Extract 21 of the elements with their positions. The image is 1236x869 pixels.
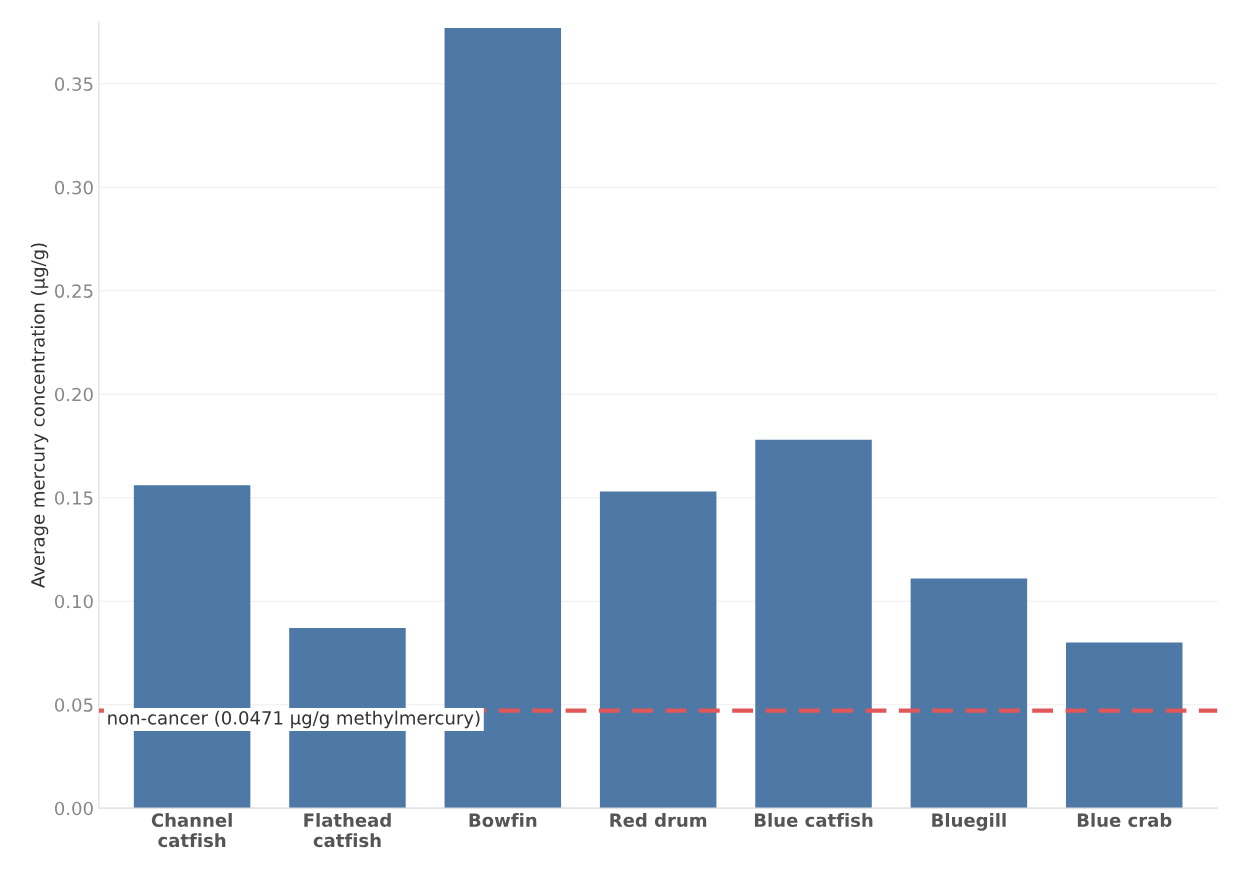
y-tick-label: 0.30 (55, 180, 93, 195)
x-tick-label: Blue crab (1077, 813, 1172, 828)
x-tick-label: Bowfin (469, 813, 537, 828)
x-tick-label: Flathead catfish (304, 813, 391, 848)
y-tick-label: 0.25 (55, 284, 93, 298)
ref-line-label: non-cancer (0.0471 µg/g methylmercury) (108, 710, 480, 729)
y-tick-label: 0.00 (55, 801, 93, 816)
bar (599, 491, 717, 809)
bar (1065, 642, 1183, 809)
x-tick-label: Blue catfish (754, 813, 873, 828)
y-axis-title: Average mercury concentration (µg/g) (30, 243, 49, 588)
y-tick-label: 0.05 (55, 698, 93, 712)
y-tick-label: 0.10 (55, 594, 93, 609)
y-tick-label: 0.35 (55, 77, 93, 91)
x-tick-label: Red drum (610, 813, 707, 828)
y-tick-label: 0.15 (55, 491, 93, 505)
y-tick-label: 0.20 (55, 387, 93, 402)
bar (910, 578, 1028, 809)
bar (755, 439, 872, 809)
x-tick-label: Bluegill (932, 813, 1006, 831)
x-tick-label: Channel catfish (151, 813, 232, 848)
